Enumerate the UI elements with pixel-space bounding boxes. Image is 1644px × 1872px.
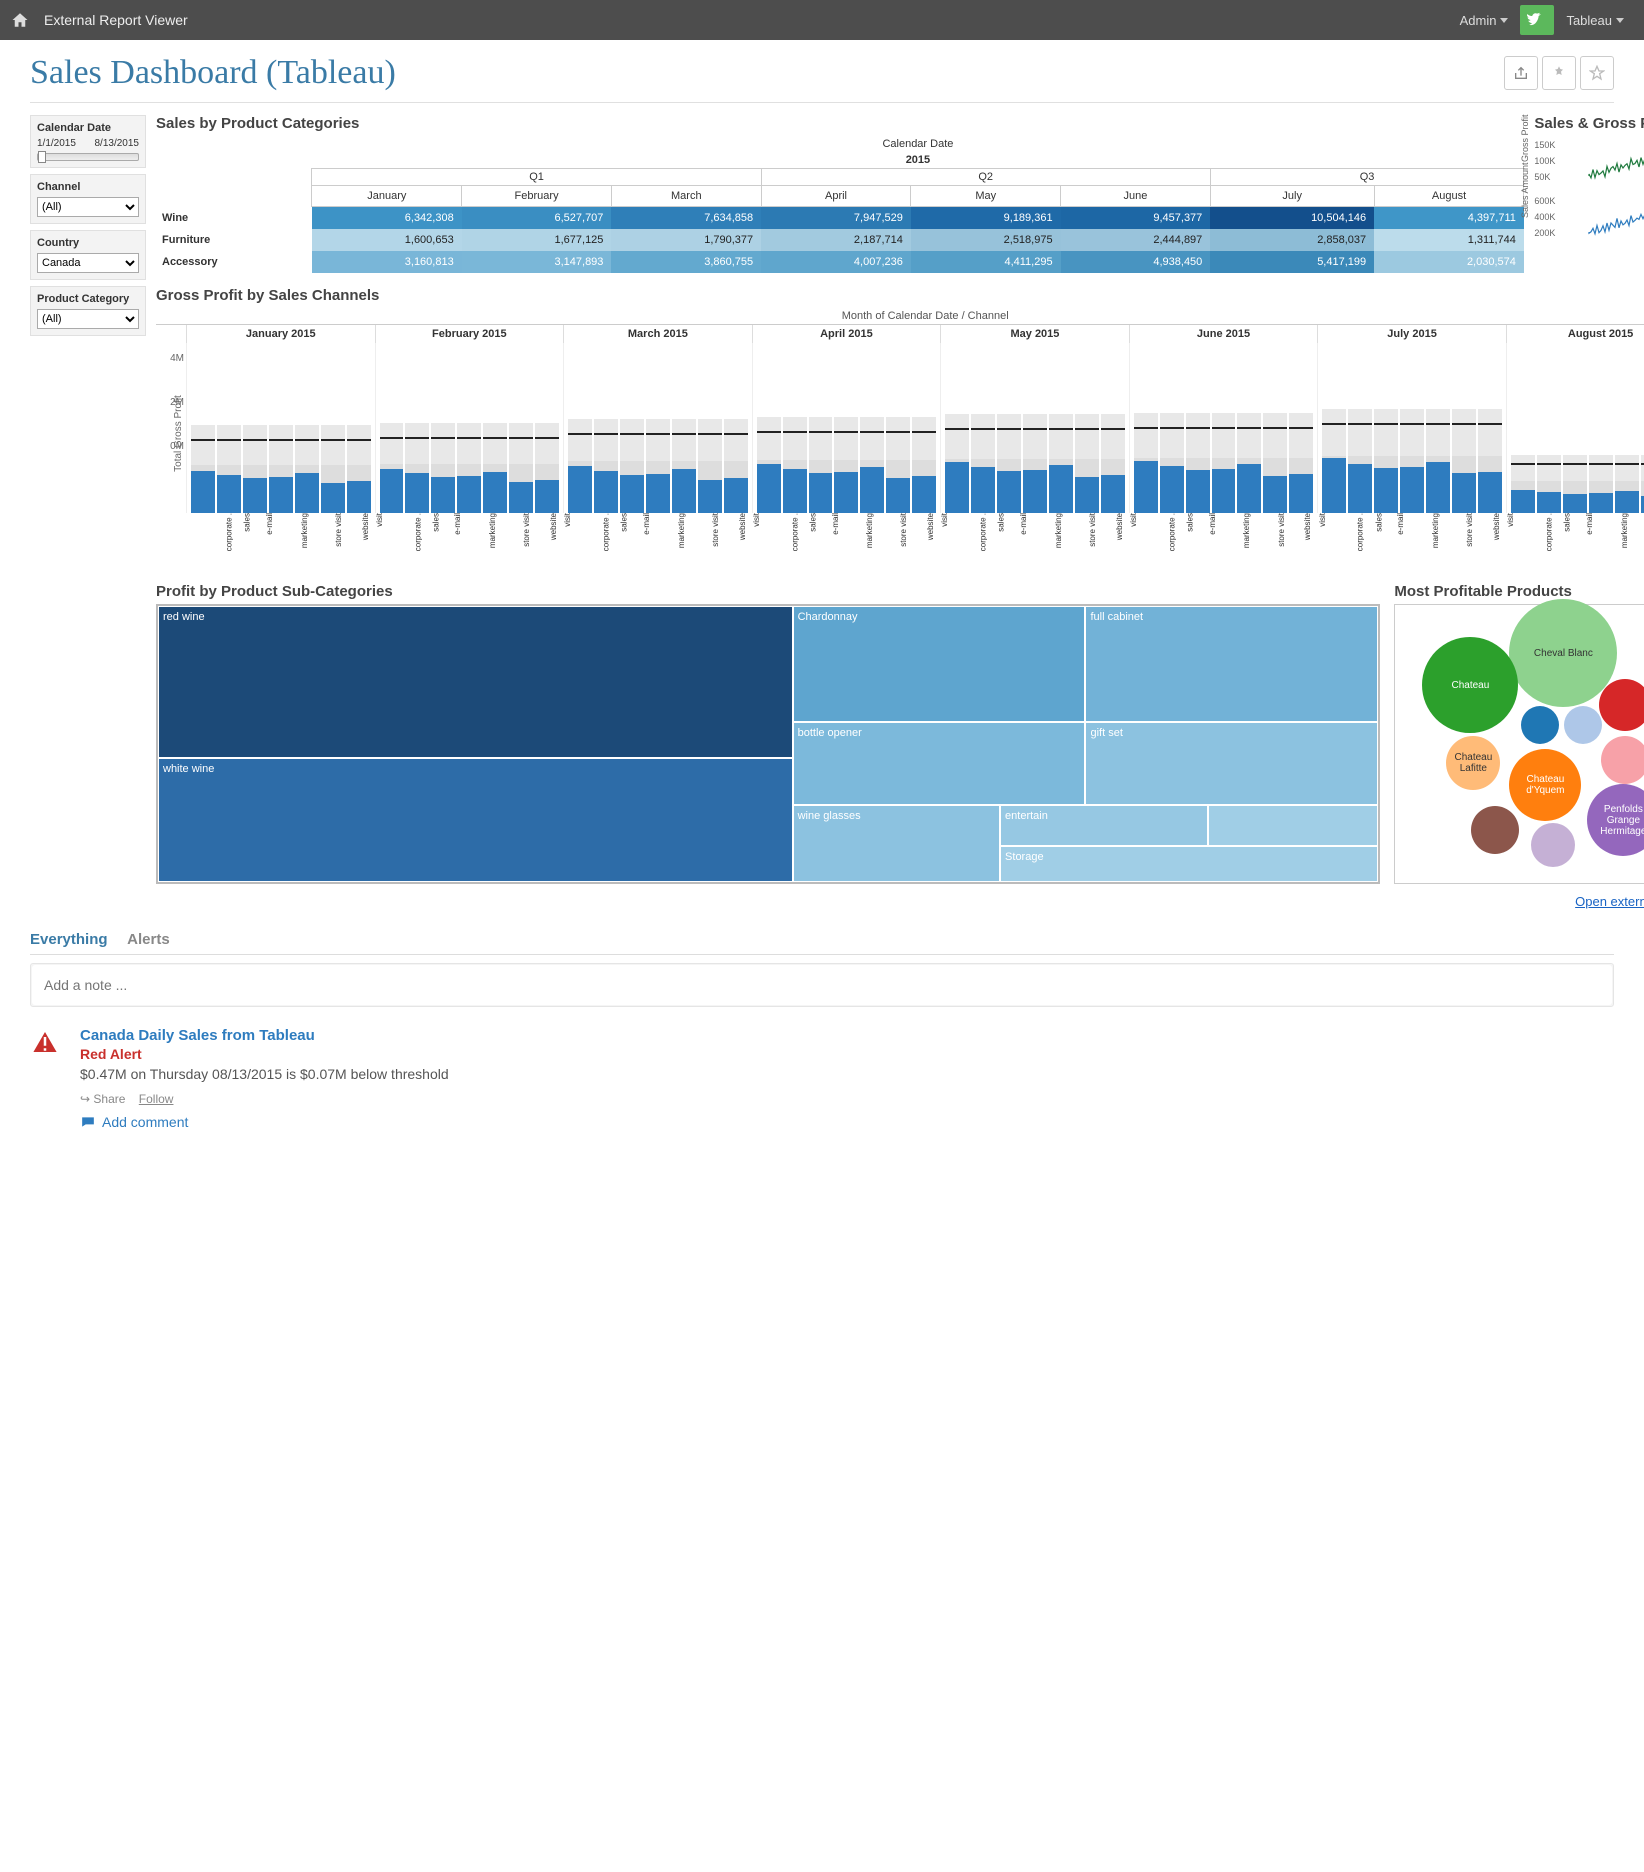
alert-item: Canada Daily Sales from Tableau Red Aler… [30,1007,1614,1150]
alert-title[interactable]: Canada Daily Sales from Tableau [80,1027,449,1044]
sales-table-section: Sales by Product Categories Calendar Dat… [156,115,1524,273]
share-arrow-icon: ↪ [80,1092,90,1106]
admin-menu[interactable]: Admin [1448,0,1521,40]
alert-description: $0.47M on Thursday 08/13/2015 is $0.07M … [80,1066,449,1082]
alert-level: Red Alert [80,1046,449,1062]
home-icon[interactable] [8,8,32,32]
sales-table: Calendar Date2015Q1Q2Q3JanuaryFebruaryMa… [156,136,1524,273]
bubbles-section: Most Profitable Products Cheval BlancCha… [1394,583,1644,884]
external-report-link[interactable]: Open external report [1575,894,1644,909]
bubble-chart[interactable]: Cheval BlancChateauChateau LafitteChatea… [1394,604,1644,884]
filter-calendar: Calendar Date 1/1/20158/13/2015 [30,115,146,168]
topbar: External Report Viewer Admin Tableau [0,0,1644,40]
date-slider[interactable] [37,153,139,161]
treemap[interactable]: red winewhite wineChardonnayfull cabinet… [156,604,1380,884]
page-header: Sales Dashboard (Tableau) [30,54,1614,103]
profit-channels-section: Gross Profit by Sales Channels Month of … [156,287,1644,569]
category-select[interactable]: (All) [37,309,139,329]
note-input-wrap [30,963,1614,1007]
channel-select[interactable]: (All) [37,197,139,217]
tab-alerts[interactable]: Alerts [127,931,170,948]
share-link[interactable]: Share [93,1092,125,1106]
tableau-menu[interactable]: Tableau [1554,0,1636,40]
sparklines-section: Sales & Gross Profit Gross Profit150K100… [1534,115,1644,273]
bird-badge-icon[interactable] [1520,5,1554,35]
tab-everything[interactable]: Everything [30,931,108,948]
tabs: Everything Alerts [30,925,1614,955]
alert-warning-icon [30,1027,60,1130]
breadcrumb: External Report Viewer [44,12,188,28]
treemap-section: Profit by Product Sub-Categories red win… [156,583,1380,884]
page-title: Sales Dashboard (Tableau) [30,54,396,92]
follow-link[interactable]: Follow [139,1092,174,1106]
share-button[interactable] [1504,56,1538,90]
filter-channel: Channel (All) [30,174,146,224]
alert-bell-button[interactable] [1542,56,1576,90]
note-input[interactable] [32,965,1612,1005]
filter-panel: Calendar Date 1/1/20158/13/2015 Channel … [30,115,146,925]
add-comment-link[interactable]: Add comment [80,1114,449,1130]
country-select[interactable]: Canada [37,253,139,273]
filter-category: Product Category (All) [30,286,146,336]
favorite-button[interactable] [1580,56,1614,90]
comment-icon [80,1115,96,1129]
filter-country: Country Canada [30,230,146,280]
